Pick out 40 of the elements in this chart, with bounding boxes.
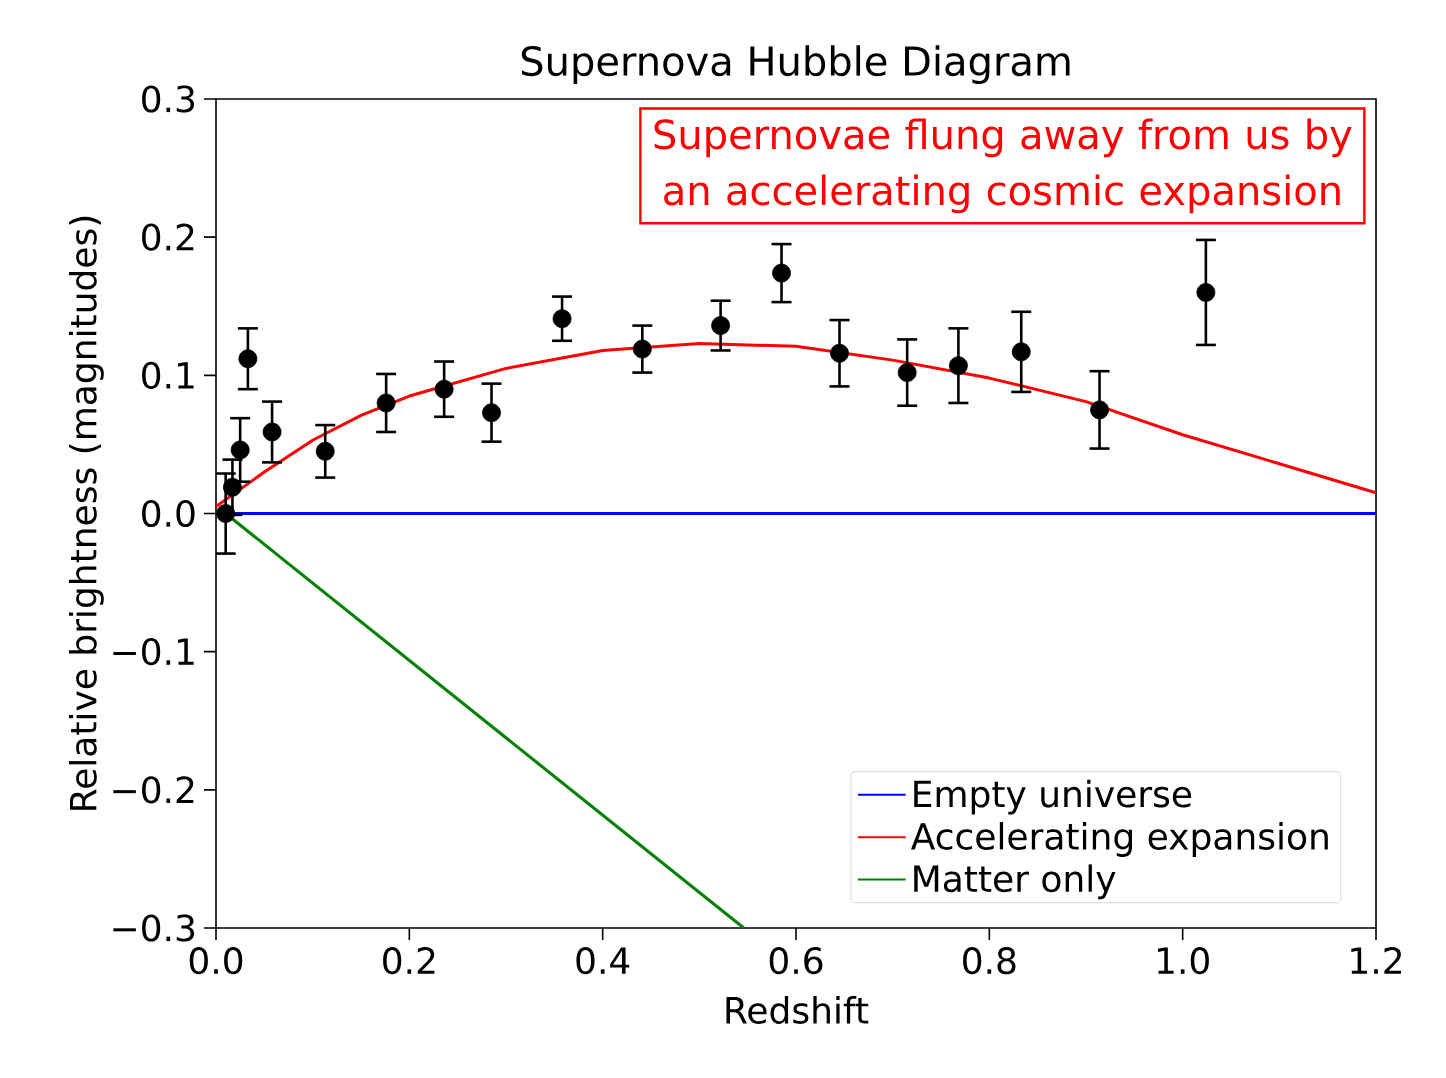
x-axis-title: Redshift bbox=[726, 996, 869, 1024]
point bbox=[262, 422, 282, 442]
point bbox=[1090, 400, 1109, 420]
point bbox=[434, 379, 454, 399]
y-tick-label: −0.2 bbox=[113, 776, 194, 804]
annotation: Supernovae flung away from us by an accelerating cosmic expansion bbox=[654, 118, 1352, 214]
x-tick-label: 0.2 bbox=[383, 947, 435, 975]
legend-label: Empty universe bbox=[914, 779, 1192, 815]
legend-label: Matter only bbox=[914, 864, 1116, 900]
y-tick-label: 0.0 bbox=[142, 499, 195, 528]
point bbox=[632, 339, 652, 359]
x-tick-label: 0.8 bbox=[963, 947, 1016, 975]
point bbox=[223, 477, 242, 497]
point bbox=[1011, 342, 1031, 362]
legend-label: Accelerating expansion bbox=[910, 822, 1328, 857]
point bbox=[711, 316, 731, 335]
x-tick-label: 1.0 bbox=[1158, 947, 1209, 975]
x-tick-label: 0.6 bbox=[769, 947, 823, 975]
y-tick-label: 0.2 bbox=[142, 223, 194, 251]
point bbox=[230, 440, 250, 460]
point bbox=[482, 403, 501, 423]
point bbox=[376, 393, 396, 413]
y-tick-label: 0.1 bbox=[142, 361, 194, 389]
x-tick-label: 1.2 bbox=[1351, 947, 1402, 974]
y-axis-title: Relative brightness (magnitudes) bbox=[68, 216, 104, 810]
point bbox=[830, 343, 849, 363]
point bbox=[772, 263, 791, 283]
point bbox=[949, 356, 968, 376]
point bbox=[1196, 283, 1216, 302]
point bbox=[238, 349, 258, 369]
x-tick-label: 0.4 bbox=[576, 947, 630, 975]
y-tick-label: −0.1 bbox=[113, 638, 194, 666]
y-tick-label: −0.3 bbox=[113, 914, 195, 942]
chart-title: Supernova Hubble Diagram bbox=[521, 45, 1070, 84]
x-tick-label: 0.0 bbox=[189, 947, 243, 975]
point bbox=[315, 441, 335, 461]
point bbox=[897, 363, 917, 382]
point bbox=[216, 504, 236, 523]
y-tick-label: 0.3 bbox=[142, 85, 195, 113]
point bbox=[552, 309, 572, 329]
